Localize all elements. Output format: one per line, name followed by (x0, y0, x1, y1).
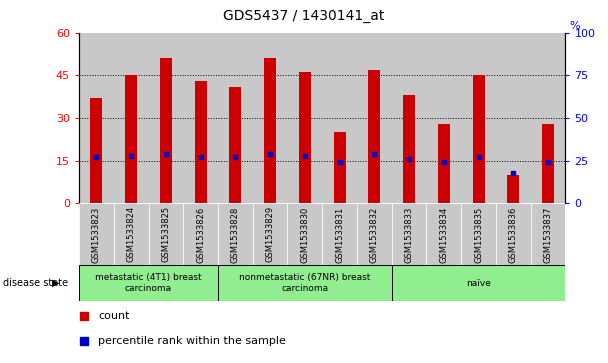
Text: GSM1533837: GSM1533837 (544, 206, 553, 263)
Text: GSM1533824: GSM1533824 (126, 206, 136, 262)
Bar (496, 33, 531, 203)
Bar (299, 73, 311, 203)
Bar (426, 203, 461, 265)
Bar (195, 81, 207, 203)
Bar (288, 33, 322, 203)
Bar (542, 124, 554, 203)
Bar (368, 70, 381, 203)
Bar (148, 33, 183, 203)
Text: ▶: ▶ (52, 278, 59, 288)
Bar (357, 33, 392, 203)
Text: naïve: naïve (466, 279, 491, 287)
Bar (392, 33, 426, 203)
Text: nonmetastatic (67NR) breast
carcinoma: nonmetastatic (67NR) breast carcinoma (239, 273, 370, 293)
Bar (229, 87, 241, 203)
Bar (496, 203, 531, 265)
Text: GSM1533834: GSM1533834 (440, 206, 448, 262)
Text: GSM1533832: GSM1533832 (370, 206, 379, 262)
Bar (253, 203, 288, 265)
Text: GSM1533835: GSM1533835 (474, 206, 483, 262)
Bar (264, 58, 276, 203)
Text: GSM1533830: GSM1533830 (300, 206, 309, 262)
Bar (392, 203, 426, 265)
Text: GDS5437 / 1430141_at: GDS5437 / 1430141_at (223, 9, 385, 23)
Bar (472, 75, 485, 203)
Bar (160, 58, 172, 203)
Bar (392, 265, 565, 301)
Text: percentile rank within the sample: percentile rank within the sample (98, 336, 286, 346)
Text: GSM1533823: GSM1533823 (92, 206, 101, 262)
Text: GSM1533833: GSM1533833 (404, 206, 413, 263)
Bar (91, 98, 103, 203)
Bar (253, 33, 288, 203)
Bar (357, 203, 392, 265)
Text: GSM1533829: GSM1533829 (266, 206, 275, 262)
Bar (183, 203, 218, 265)
Bar (79, 33, 114, 203)
Text: %: % (570, 21, 580, 31)
Bar (218, 33, 253, 203)
Bar (79, 203, 114, 265)
Bar (426, 33, 461, 203)
Bar (288, 203, 322, 265)
Text: GSM1533826: GSM1533826 (196, 206, 205, 262)
Text: metastatic (4T1) breast
carcinoma: metastatic (4T1) breast carcinoma (95, 273, 202, 293)
Bar (322, 203, 357, 265)
Bar (531, 203, 565, 265)
Bar (507, 175, 519, 203)
Bar (403, 95, 415, 203)
Bar (183, 33, 218, 203)
Bar (218, 265, 392, 301)
Bar (531, 33, 565, 203)
Text: GSM1533831: GSM1533831 (335, 206, 344, 262)
Text: GSM1533836: GSM1533836 (509, 206, 518, 263)
Text: disease state: disease state (3, 278, 68, 288)
Bar (218, 203, 253, 265)
Bar (334, 132, 346, 203)
Text: count: count (98, 310, 130, 321)
Bar (114, 33, 148, 203)
Bar (148, 203, 183, 265)
Bar (461, 203, 496, 265)
Bar (79, 265, 218, 301)
Bar (125, 75, 137, 203)
Bar (322, 33, 357, 203)
Bar (461, 33, 496, 203)
Bar (114, 203, 148, 265)
Text: GSM1533825: GSM1533825 (161, 206, 170, 262)
Bar (438, 124, 450, 203)
Text: GSM1533828: GSM1533828 (231, 206, 240, 262)
